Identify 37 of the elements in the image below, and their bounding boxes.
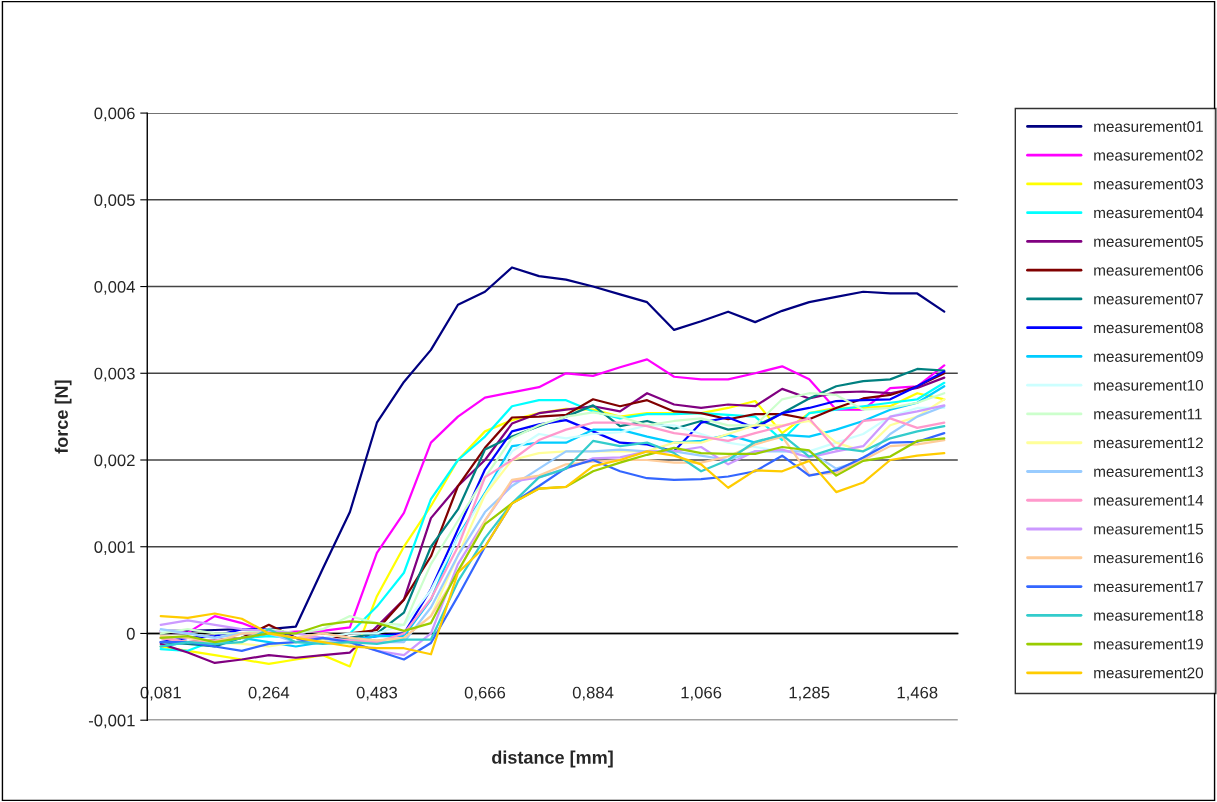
legend-label: measurement03: [1094, 178, 1203, 190]
legend-label: measurement14: [1094, 495, 1204, 506]
y-tick-label: 0: [126, 627, 135, 640]
legend-label: measurement08: [1094, 322, 1203, 334]
y-tick-label: 0,003: [94, 367, 135, 382]
x-tick-label: 0,264: [248, 686, 290, 701]
legend-label: measurement05: [1094, 236, 1203, 247]
legend-label: measurement11: [1094, 408, 1202, 420]
x-axis-title: distance [mm]: [492, 750, 613, 768]
legend-label: measurement06: [1094, 264, 1203, 276]
x-tick-label: 1,066: [681, 686, 722, 701]
legend-label: measurement02: [1094, 149, 1203, 161]
y-tick-label: 0,002: [94, 454, 135, 469]
y-tick-label: 0,001: [94, 541, 135, 555]
x-tick-label: 0,884: [572, 686, 614, 701]
legend-label: measurement17: [1094, 581, 1203, 593]
legend-label: measurement15: [1094, 523, 1203, 535]
y-tick-label: 0,005: [94, 194, 135, 208]
legend-label: measurement07: [1094, 293, 1203, 305]
x-tick-label: 1,468: [897, 686, 938, 701]
y-tick-label: 0,004: [94, 280, 135, 295]
legend-label: measurement04: [1094, 207, 1204, 219]
legend-label: measurement10: [1094, 379, 1204, 391]
y-tick-label: 0,006: [94, 107, 135, 122]
y-axis-title: force [N]: [54, 380, 72, 454]
legend-label: measurement18: [1094, 609, 1203, 621]
y-tick-label: -0,001: [88, 714, 135, 729]
legend-label: measurement20: [1094, 667, 1204, 679]
x-tick-label: 1,285: [789, 686, 830, 701]
x-tick-label: 0,666: [464, 686, 506, 701]
x-tick-label: 0,483: [356, 686, 398, 701]
legend-label: measurement09: [1094, 351, 1203, 362]
legend-label: measurement13: [1094, 466, 1203, 477]
legend-label: measurement16: [1094, 552, 1203, 564]
legend-label: measurement01: [1094, 121, 1203, 132]
legend-label: measurement12: [1094, 437, 1203, 449]
legend-label: measurement19: [1094, 638, 1203, 650]
